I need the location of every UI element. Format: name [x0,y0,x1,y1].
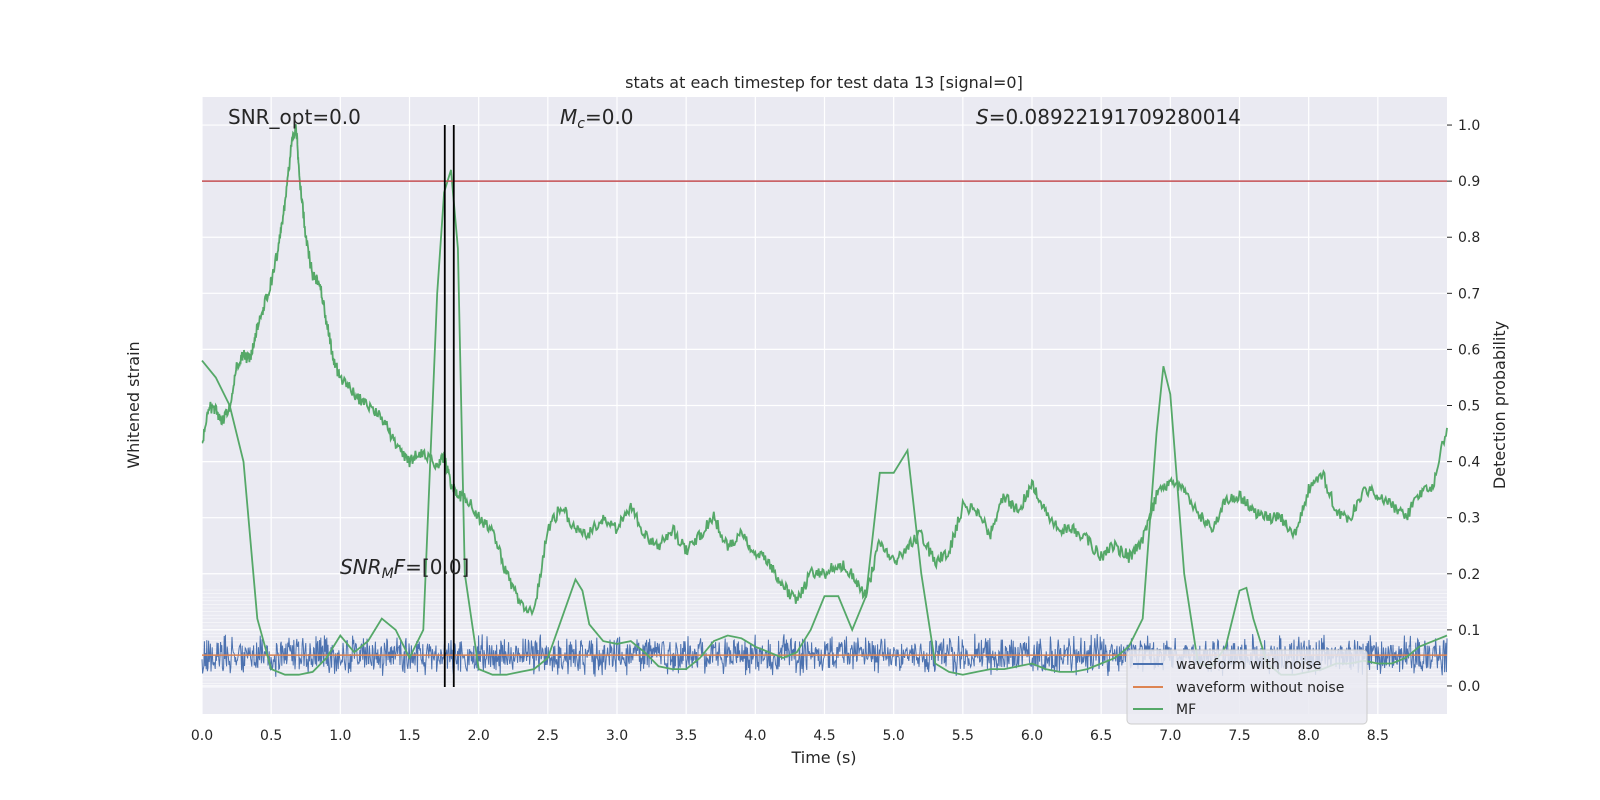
x-tick-label: 5.5 [952,728,974,744]
x-tick-label: 8.0 [1298,728,1320,744]
x-tick-label: 7.5 [1228,728,1250,744]
x-tick-label: 8.5 [1367,728,1389,744]
annotation-mc-subscript: c [577,116,585,132]
y-tick-label: 0.2 [1458,567,1480,583]
y-tick-label: 0.4 [1458,455,1480,471]
x-tick-label: 4.5 [813,728,835,744]
x-tick-label: 3.0 [606,728,628,744]
x-tick-label: 5.0 [883,728,905,744]
series-mf [201,169,1448,676]
x-tick-label: 2.0 [468,728,490,744]
annotation-mc-value: =0.0 [585,105,634,129]
x-tick-label: 6.0 [1021,728,1043,744]
legend-label-mf: MF [1176,702,1196,718]
x-tick-label: 7.0 [1159,728,1181,744]
x-tick-label: 4.0 [744,728,766,744]
annotation-snr-mf: SNRMF=[0.0] [340,555,469,582]
annotation-snr-mf-f: F [394,555,406,579]
legend-box [1126,649,1368,725]
x-tick-label: 0.5 [260,728,282,744]
annotation-s-value: =0.08922191709280014 [989,105,1241,129]
annotation-snr-mf-symbol: SNR [340,555,382,579]
legend-label-noise: waveform with noise [1176,657,1321,673]
y-tick-label: 0.1 [1458,623,1480,639]
legend: waveform with noise waveform without noi… [1126,649,1368,725]
y-tick-label: 1.0 [1458,118,1480,134]
y-tick-label: 0.9 [1458,174,1480,190]
y-tick-label: 0.3 [1458,511,1480,527]
x-tick-label: 1.5 [398,728,420,744]
annotation-mc: Mc=0.0 [560,105,634,132]
y-tick-label: 0.6 [1458,342,1480,358]
y-axis-left-label: Whitened strain [124,341,143,468]
x-axis-label: Time (s) [790,748,856,767]
y-tick-label: 0.5 [1458,399,1480,415]
annotation-mc-symbol: M [560,105,577,129]
annotation-snr-mf-subscript: M [382,566,394,582]
annotation-snr-opt: SNR_opt=0.0 [228,105,361,129]
x-tick-label: 3.5 [675,728,697,744]
annotation-s: S=0.08922191709280014 [976,105,1241,129]
x-tick-label: 0.0 [191,728,213,744]
y-tick-label: 0.7 [1458,286,1480,302]
y-axis-right-label: Detection probability [1490,321,1509,489]
annotation-s-symbol: S [976,105,989,129]
y-tick-label: 0.8 [1458,230,1480,246]
x-axis-ticks: 0.0 0.5 1.0 1.5 2.0 2.5 3.0 3.5 4.0 4.5 5.0 5.5 6.0 6… [191,728,1389,744]
x-tick-label: 2.5 [537,728,559,744]
y-axis-right-ticks: 0.0 0.1 0.2 0.3 0.4 0.5 0.6 0.7 0.8 0.9 1.0 [1447,118,1480,695]
y-tick-label: 0.0 [1458,679,1480,695]
series-detection-probability [201,124,1448,617]
legend-label-clean: waveform without noise [1176,680,1344,696]
annotation-snr-mf-value: =[0.0] [405,555,469,579]
x-tick-label: 1.0 [329,728,351,744]
x-tick-label: 6.5 [1090,728,1112,744]
chart-title: stats at each timestep for test data 13 … [625,73,1023,92]
